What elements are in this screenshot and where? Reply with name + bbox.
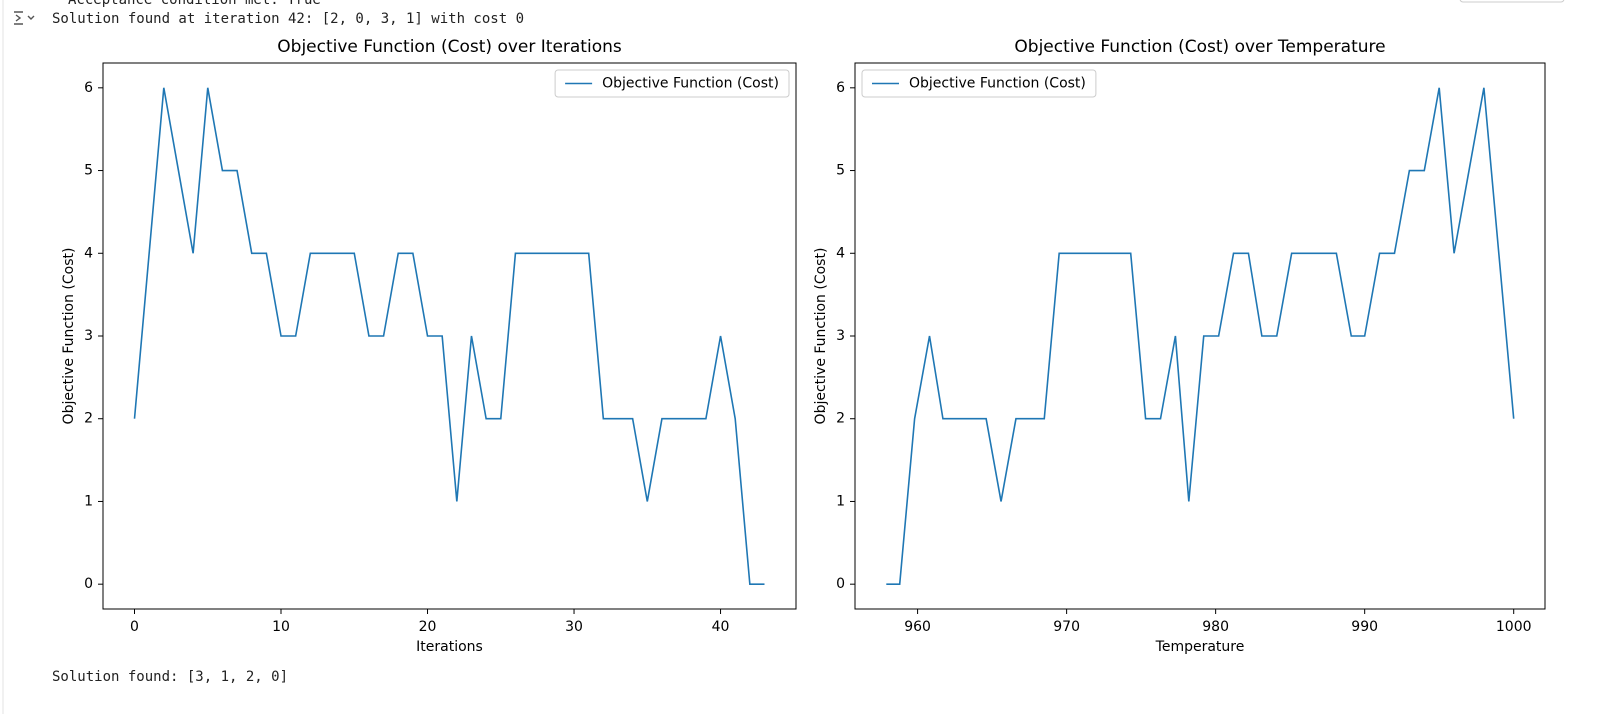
y-tick-label: 3: [84, 328, 93, 344]
x-axis-label: Iterations: [416, 639, 483, 655]
x-tick-label: 0: [130, 619, 139, 635]
y-tick-label: 2: [84, 411, 93, 427]
toolbar-edge: [1459, 0, 1565, 3]
data-line: [886, 87, 1515, 585]
footer-line: Solution found: [3, 1, 2, 0]: [52, 669, 288, 685]
y-tick-label: 6: [84, 80, 93, 96]
legend-box: [861, 69, 1097, 98]
output-line: Solution found at iteration 42: [2, 0, 3…: [52, 11, 524, 27]
x-tick-label: 1000: [1496, 619, 1532, 635]
y-axis-label: Objective Function (Cost): [813, 248, 829, 425]
y-axis-label: Objective Function (Cost): [61, 248, 77, 425]
legend-label: Objective Function (Cost): [602, 76, 779, 92]
y-tick-label: 4: [84, 245, 93, 261]
x-tick-label: 970: [1053, 619, 1080, 635]
x-axis-label: Temperature: [1155, 639, 1245, 655]
y-tick-label: 5: [836, 163, 845, 179]
legend-box: [554, 69, 790, 98]
x-tick-label: 40: [712, 619, 730, 635]
data-line: [133, 87, 765, 585]
axes-frame: [102, 62, 797, 610]
y-tick-label: 1: [84, 493, 93, 509]
x-tick-label: 980: [1202, 619, 1229, 635]
y-tick-label: 3: [836, 328, 845, 344]
x-tick-label: 30: [565, 619, 583, 635]
chart-title: Objective Function (Cost) over Temperatu…: [1014, 37, 1385, 57]
y-tick-label: 4: [836, 245, 845, 261]
y-tick-label: 5: [84, 163, 93, 179]
x-tick-label: 20: [419, 619, 437, 635]
chart-title: Objective Function (Cost) over Iteration…: [277, 37, 622, 57]
output-toggle-icon[interactable]: [14, 11, 35, 25]
y-tick-label: 0: [836, 576, 845, 592]
x-tick-label: 990: [1351, 619, 1378, 635]
x-tick-label: 10: [272, 619, 290, 635]
y-tick-label: 2: [836, 411, 845, 427]
legend: Objective Function (Cost): [554, 69, 790, 98]
legend-label: Objective Function (Cost): [909, 76, 1086, 92]
legend: Objective Function (Cost): [861, 69, 1097, 98]
y-tick-label: 6: [836, 80, 845, 96]
x-tick-label: 960: [904, 619, 931, 635]
y-tick-label: 1: [836, 493, 845, 509]
y-tick-label: 0: [84, 576, 93, 592]
axes-frame: [854, 62, 1546, 610]
output-line: Acceptance condition met: True: [68, 0, 321, 8]
